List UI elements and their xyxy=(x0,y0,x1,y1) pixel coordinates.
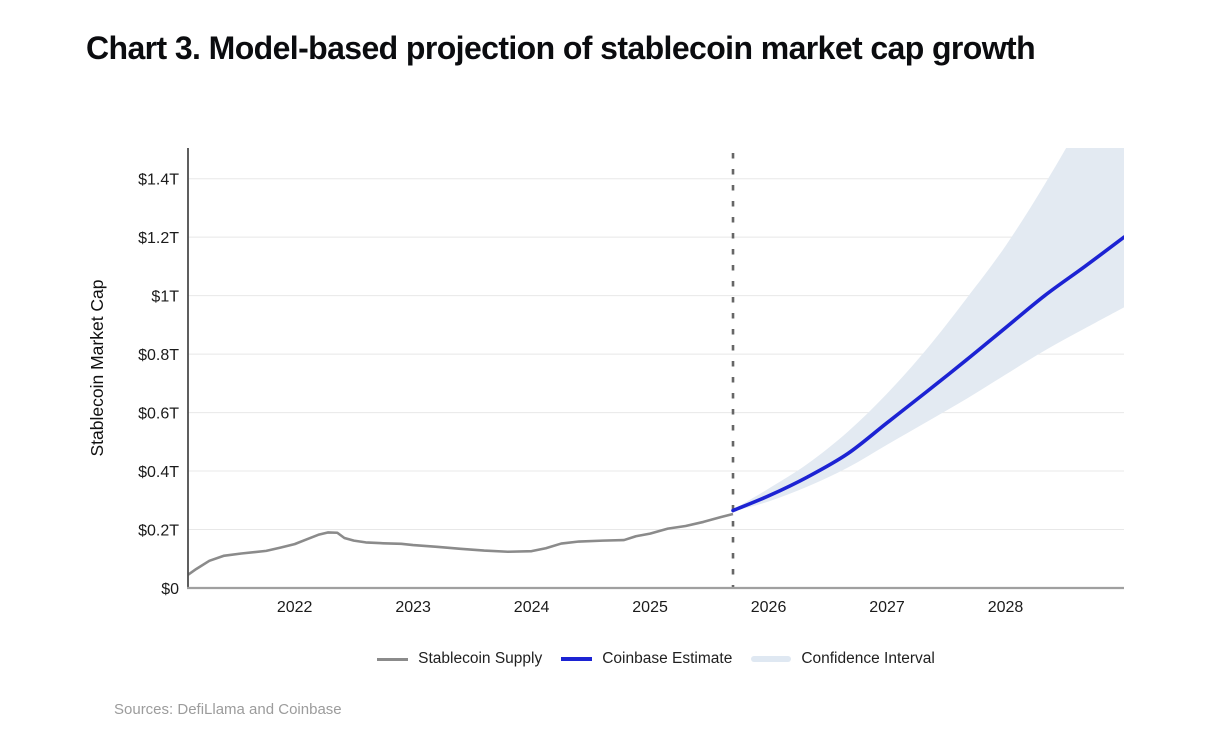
y-tick-label: $1T xyxy=(151,288,179,305)
estimate-series-line xyxy=(731,235,1124,513)
legend-item-stablecoin-supply: Stablecoin Supply xyxy=(377,650,542,668)
x-tick-label: 2028 xyxy=(988,599,1024,616)
y-tick-label: $0.8T xyxy=(138,347,179,364)
y-axis-title: Stablecoin Market Cap xyxy=(87,279,107,456)
x-tick-label: 2025 xyxy=(632,599,668,616)
x-tick-label: 2023 xyxy=(395,599,431,616)
confidence-band-swatch xyxy=(751,656,792,662)
legend-item-coinbase-estimate: Coinbase Estimate xyxy=(561,650,732,668)
y-tick-label: $0.4T xyxy=(138,464,179,481)
x-tick-label: 2022 xyxy=(277,599,313,616)
confidence-band-area xyxy=(733,148,1124,512)
x-tick-label: 2027 xyxy=(869,599,905,616)
y-tick-label: $0 xyxy=(161,581,179,598)
y-tick-label: $0.6T xyxy=(138,405,179,422)
legend-label: Confidence Interval xyxy=(801,650,935,667)
y-tick-label: $1.2T xyxy=(138,230,179,247)
x-tick-label: 2026 xyxy=(751,599,787,616)
historical-line-swatch xyxy=(377,657,409,661)
estimate-line-swatch xyxy=(561,657,593,661)
chart-title: Chart 3. Model-based projection of stabl… xyxy=(86,30,1036,66)
historical-series-line xyxy=(187,512,734,576)
chart-legend: Stablecoin Supply Coinbase Estimate Conf… xyxy=(188,650,1124,668)
legend-item-confidence-interval: Confidence Interval xyxy=(751,650,935,668)
y-tick-label: $1.4T xyxy=(138,171,179,188)
legend-label: Stablecoin Supply xyxy=(418,650,543,667)
y-tick-label: $0.2T xyxy=(138,522,179,539)
source-note: Sources: DefiLlama and Coinbase xyxy=(114,701,342,718)
legend-label: Coinbase Estimate xyxy=(602,650,733,667)
x-tick-label: 2024 xyxy=(514,599,550,616)
